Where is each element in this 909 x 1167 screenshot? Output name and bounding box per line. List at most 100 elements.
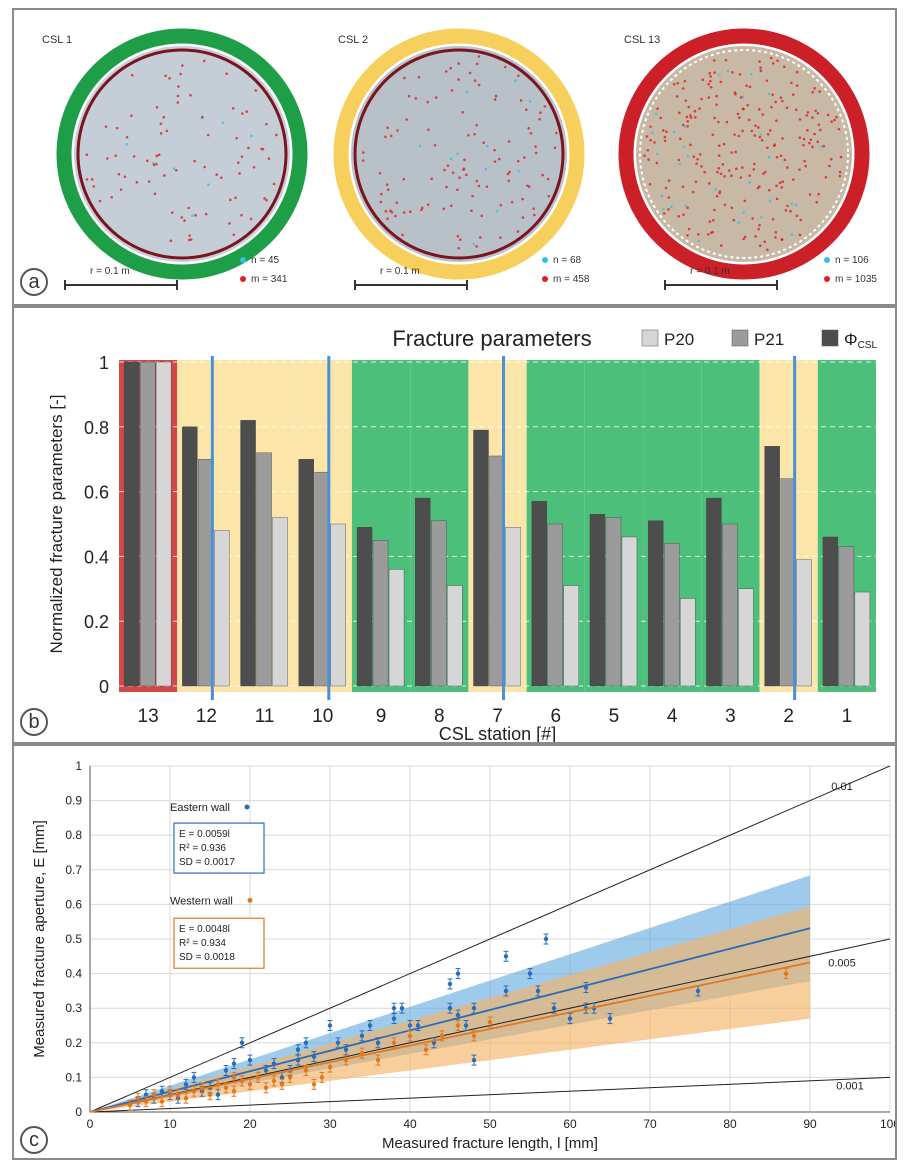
- x-tick-label: 90: [803, 1117, 817, 1131]
- fracture-point: [778, 181, 782, 185]
- fracture-point: [750, 129, 754, 133]
- fracture-point: [724, 58, 728, 62]
- fracture-point: [252, 165, 256, 169]
- fracture-point: [235, 136, 239, 140]
- fracture-point: [414, 97, 418, 100]
- trace-circle: [353, 48, 565, 260]
- fracture-point: [275, 133, 278, 137]
- data-point: [279, 1082, 285, 1087]
- fracture-point: [155, 105, 159, 109]
- x-tick-label: 3: [725, 706, 736, 727]
- data-point: [143, 1099, 149, 1104]
- x-tick-label: 6: [550, 706, 561, 727]
- fracture-point: [829, 157, 833, 161]
- fracture-point: [191, 214, 194, 217]
- fracture-point: [752, 168, 756, 171]
- fracture-point: [678, 162, 682, 166]
- fracture-point: [450, 89, 454, 92]
- fracture-point: [261, 147, 265, 151]
- fracture-point: [477, 55, 481, 58]
- bar-p20: [621, 536, 638, 687]
- fracture-point: [172, 167, 176, 170]
- data-point: [407, 1033, 413, 1039]
- fracture-point: [754, 124, 757, 127]
- fracture-point: [478, 236, 482, 239]
- fracture-point: [817, 123, 821, 127]
- fracture-point: [386, 188, 390, 191]
- fracture-point: [651, 131, 654, 134]
- bar-p20: [563, 585, 579, 687]
- fracture-point: [811, 116, 814, 119]
- fracture-point: [457, 246, 461, 250]
- fracture-point: [456, 234, 460, 238]
- fracture-point: [204, 212, 208, 216]
- series-legend-marker: [244, 804, 250, 810]
- data-point: [175, 1092, 181, 1097]
- fracture-point: [792, 178, 795, 181]
- data-point: [191, 1089, 197, 1094]
- x-tick-label: 12: [196, 706, 217, 727]
- data-point: [303, 1068, 309, 1073]
- fracture-point: [799, 218, 803, 222]
- fracture-point: [159, 132, 163, 135]
- fracture-point: [494, 94, 498, 98]
- fracture-point: [508, 170, 511, 174]
- fracture-point: [790, 233, 794, 236]
- fracture-point: [529, 131, 533, 135]
- m-dot-icon: [542, 276, 548, 283]
- fracture-point: [420, 206, 424, 210]
- data-point: [271, 1078, 277, 1084]
- fracture-point: [263, 197, 266, 200]
- fracture-point: [647, 158, 650, 161]
- bar-p20: [679, 598, 696, 687]
- data-point: [231, 1075, 237, 1080]
- fracture-point: [790, 202, 793, 206]
- fracture-point: [475, 123, 479, 127]
- data-point: [463, 1023, 469, 1028]
- fracture-point: [760, 138, 764, 142]
- fracture-point: [181, 64, 184, 67]
- fracture-point: [456, 188, 459, 192]
- fracture-point: [692, 155, 696, 159]
- fracture-point: [739, 176, 743, 179]
- fracture-point: [743, 199, 747, 203]
- bar-p20: [330, 523, 347, 687]
- fracture-point: [193, 159, 196, 163]
- data-point: [367, 1023, 373, 1028]
- scale-bar: [354, 280, 468, 290]
- x-tick-label: 20: [243, 1117, 257, 1131]
- fracture-point: [786, 166, 789, 169]
- fracture-point: [655, 161, 659, 165]
- y-tick-label: 1: [75, 759, 82, 773]
- fracture-point: [189, 94, 192, 97]
- fracture-point: [267, 157, 271, 160]
- x-tick-label: 30: [323, 1117, 337, 1131]
- fracture-point: [687, 105, 691, 109]
- sample-title: CSL 2: [338, 34, 369, 46]
- fracture-point: [708, 182, 711, 185]
- fracture-point: [533, 213, 536, 217]
- series-legend-label: Western wall: [170, 895, 233, 907]
- stats-line: SD = 0.0017: [179, 857, 235, 868]
- fracture-point: [656, 152, 659, 156]
- fracture-point: [816, 111, 820, 115]
- fracture-point: [484, 167, 488, 171]
- fracture-point: [775, 119, 778, 122]
- fracture-point: [745, 84, 748, 87]
- y-tick-label: 0.4: [65, 967, 82, 981]
- x-tick-label: 2: [783, 706, 794, 727]
- data-point: [215, 1082, 221, 1087]
- fracture-point: [507, 179, 511, 183]
- fracture-point: [828, 164, 831, 168]
- fracture-point: [238, 172, 241, 175]
- fracture-point: [183, 219, 186, 222]
- fracture-point: [686, 120, 690, 123]
- fracture-point: [716, 170, 719, 174]
- sample-disc: [618, 28, 870, 280]
- fracture-point: [547, 194, 551, 198]
- fracture-point: [648, 183, 652, 186]
- data-point: [311, 1054, 317, 1059]
- fracture-point: [234, 196, 237, 200]
- data-point: [391, 1040, 397, 1045]
- fracture-point: [769, 56, 773, 60]
